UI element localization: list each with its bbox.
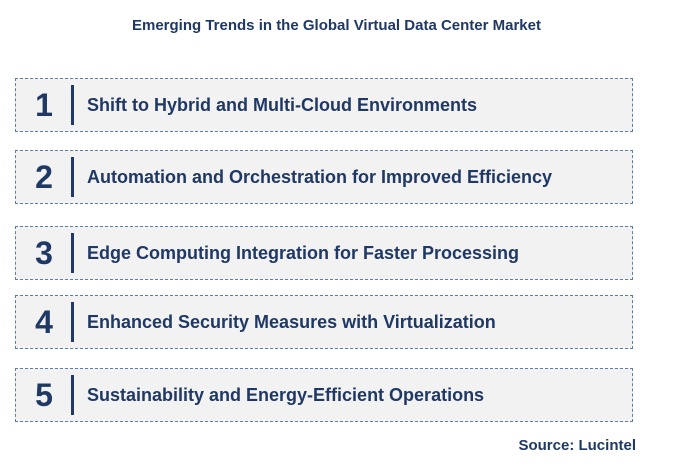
diagram-title: Emerging Trends in the Global Virtual Da…: [132, 17, 541, 34]
trend-number: 1: [35, 87, 53, 123]
trend-number: 3: [35, 235, 53, 271]
trend-divider: [71, 302, 74, 342]
trend-divider: [71, 157, 74, 197]
trend-label: Shift to Hybrid and Multi-Cloud Environm…: [87, 95, 477, 115]
trend-divider: [71, 375, 74, 415]
trend-label: Edge Computing Integration for Faster Pr…: [87, 243, 520, 263]
trend-divider: [71, 85, 74, 125]
trend-label: Sustainability and Energy-Efficient Oper…: [87, 385, 485, 405]
trend-divider: [71, 233, 74, 273]
trend-item-2: 2 Automation and Orchestration for Impro…: [15, 150, 633, 204]
trend-item-5: 5 Sustainability and Energy-Efficient Op…: [15, 368, 633, 422]
trend-number: 5: [35, 377, 53, 413]
trend-item-4: 4 Enhanced Security Measures with Virtua…: [15, 295, 633, 349]
source-credit: Source: Lucintel: [518, 437, 636, 454]
trend-item-3: 3 Edge Computing Integration for Faster …: [15, 226, 633, 280]
trend-number: 2: [35, 159, 53, 195]
trend-label: Automation and Orchestration for Improve…: [87, 167, 553, 187]
trend-item-1: 1 Shift to Hybrid and Multi-Cloud Enviro…: [15, 78, 633, 132]
trend-label: Enhanced Security Measures with Virtuali…: [87, 312, 496, 332]
trend-number: 4: [35, 304, 53, 340]
